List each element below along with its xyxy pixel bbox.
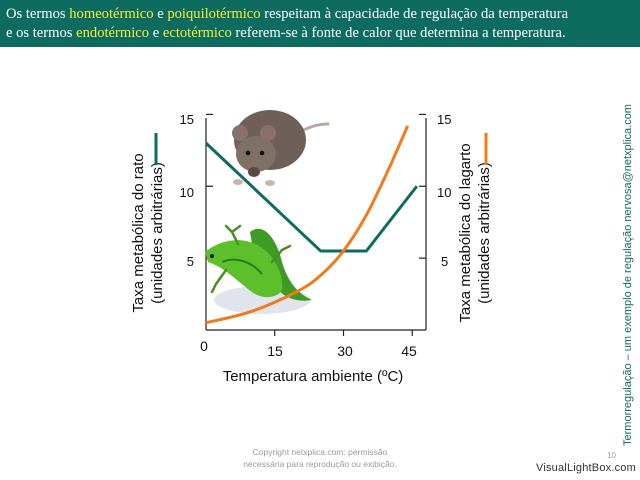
side-caption: Termorregulação – um exemplo de regulaçã… — [619, 80, 637, 470]
watermark: VisualLightBox.com — [535, 462, 636, 474]
header-line2-text-b: e — [149, 25, 163, 41]
slide-number: 10 — [607, 451, 616, 460]
x-tick-0: 0 — [200, 338, 208, 354]
lizard-illustration — [205, 224, 312, 314]
lizard-lower-leg — [210, 268, 228, 294]
header-banner: Os termos homeotérmico e poiquilotérmico… — [0, 0, 640, 47]
y-tick-right-15: 15 — [437, 112, 451, 127]
header-text: Os termos homeotérmico e poiquilotérmico… — [6, 5, 631, 43]
y-axis-right-label-line2: (unidades arbitrárias) — [476, 162, 493, 304]
rat-eye-right — [259, 150, 265, 156]
header-line2-text-c: referem-se à fonte de calor que determin… — [231, 25, 566, 41]
x-axis-label: Temperatura ambiente (ºC) — [223, 368, 404, 385]
lizard-back-stripe — [221, 258, 263, 275]
lizard-front-leg — [224, 224, 242, 246]
lizard-eye — [210, 254, 214, 258]
term-ectotermico: ectotérmico — [162, 25, 232, 41]
copyright-notice: Copyright netxplica.com: permissão neces… — [200, 446, 440, 470]
term-poiquilotermico: poiquilotérmico — [167, 6, 261, 22]
y-axis-left-label-line1: Taxa metabólica do rato — [130, 153, 147, 312]
y-tick-right-10: 10 — [437, 185, 451, 200]
lizard-hind-leg — [270, 244, 292, 264]
lizard-body — [205, 240, 283, 298]
rat-snout — [248, 167, 260, 177]
rat-head — [236, 136, 276, 172]
term-homeotermico: homeotérmico — [69, 6, 154, 22]
y-tick-left-5: 5 — [187, 254, 194, 269]
y-axis-left-label-line2: (unidades arbitrárias) — [149, 162, 166, 304]
header-line1-text-a: Os termos — [6, 6, 70, 22]
term-endotermico: endotérmico — [76, 25, 150, 41]
side-caption-text: Termorregulação – um exemplo de regulaçã… — [622, 104, 634, 446]
copyright-line-1: Copyright netxplica.com: permissão — [252, 447, 388, 457]
header-line-2: e os termos endotérmico e ectotérmico re… — [6, 24, 631, 43]
rat-illustration — [232, 110, 330, 186]
y-tick-left-15: 15 — [180, 112, 194, 127]
header-line-1: Os termos homeotérmico e poiquilotérmico… — [6, 5, 631, 24]
header-line1-text-b: e — [153, 6, 168, 22]
lizard-tail — [250, 228, 312, 301]
y-axis-right-label-line1: Taxa metabólica do lagarto — [457, 143, 474, 322]
header-line2-text-a: e os termos — [6, 25, 77, 41]
copyright-line-2: necessária para reprodução ou exibição. — [243, 459, 397, 469]
lizard-metabolic-curve — [205, 125, 410, 325]
x-tick-15: 15 — [267, 343, 283, 359]
header-line1-text-c: respeitam à capacidade de regulação da t… — [260, 6, 569, 22]
y-tick-left-10: 10 — [180, 185, 194, 200]
rat-paw-left — [233, 179, 243, 185]
rat-paw-right — [265, 180, 275, 186]
rat-ear-left — [232, 125, 248, 141]
rat-eye-left — [245, 150, 251, 156]
rat-ear-right — [260, 125, 276, 141]
x-tick-30: 30 — [337, 343, 353, 359]
x-tick-45: 45 — [401, 343, 417, 359]
y-tick-right-5: 5 — [441, 254, 448, 269]
